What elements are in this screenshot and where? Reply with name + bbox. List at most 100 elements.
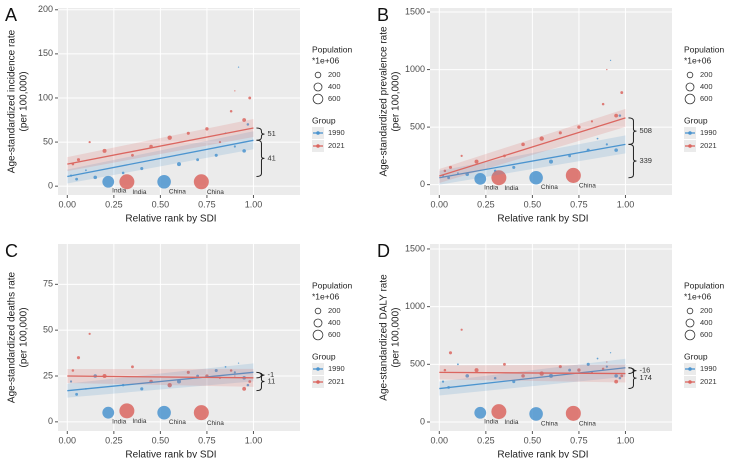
fit-line [439, 371, 626, 375]
legend-size-key [685, 318, 695, 328]
legend-size-key [314, 71, 322, 79]
confidence-band [67, 118, 254, 172]
data-point [609, 352, 612, 354]
data-point [237, 66, 240, 68]
confidence-band [439, 108, 626, 184]
legend-size-key [685, 82, 695, 92]
data-point [568, 154, 572, 158]
y-axis-title: Age-standardized DALY rate [379, 274, 390, 401]
legend-label: 600 [700, 94, 713, 103]
y-tick-label: 1000 [405, 64, 425, 74]
y-axis-title: Age-standardized prevalence rate [379, 26, 390, 177]
data-point [233, 371, 236, 374]
panel: D 0.00 0.25 0.50 0.75 1.00 0 500 1000 1500 Relativ… [377, 241, 724, 458]
data-point [186, 131, 190, 135]
data-point [167, 382, 172, 388]
y-tick-label: 500 [410, 121, 425, 131]
fit-line [67, 371, 254, 392]
x-tick-label: 0.50 [152, 199, 170, 209]
plot-background [430, 8, 672, 195]
data-point [102, 148, 107, 153]
data-point [177, 162, 181, 167]
legend-label: 2021 [700, 141, 717, 150]
legend-title: *1e+06 [684, 291, 711, 301]
confidence-band [67, 368, 254, 387]
data-point [447, 176, 451, 180]
y-tick-label: 1000 [405, 301, 425, 311]
panel: B 0.00 0.25 0.50 0.75 1.00 0 500 1000 1500 Relativ… [377, 5, 724, 225]
fit-line [67, 127, 254, 165]
x-tick-label: 1.00 [617, 199, 635, 209]
data-point [521, 142, 525, 147]
legend-label: 400 [700, 318, 713, 327]
legend-label: 200 [328, 306, 341, 315]
y-tick-label: 0 [420, 179, 425, 189]
x-tick-label: 0.75 [570, 199, 588, 209]
legend-size-key [314, 307, 322, 315]
data-point [605, 143, 608, 146]
y-tick-label: 150 [38, 48, 53, 58]
data-point [246, 383, 250, 387]
data-point [457, 363, 459, 366]
y-tick-label: 0 [48, 416, 53, 426]
data-point [85, 169, 87, 172]
data-point [539, 136, 544, 141]
data-point [606, 68, 608, 71]
point-label: China [579, 183, 596, 190]
y-tick-label: 25 [43, 370, 53, 380]
data-point [577, 125, 581, 129]
data-point [121, 171, 125, 175]
data-point [119, 403, 135, 419]
legend-size-key [312, 93, 324, 105]
data-point [448, 351, 453, 355]
legend-key [688, 144, 692, 148]
legend-label: 1990 [700, 364, 717, 373]
plot-background [58, 244, 300, 431]
data-point [605, 365, 608, 368]
data-point [246, 123, 250, 126]
data-point [565, 167, 581, 183]
confidence-band [439, 135, 626, 185]
data-point [614, 379, 619, 384]
data-point [465, 374, 470, 378]
point-label: India [112, 187, 126, 194]
data-point [186, 370, 190, 374]
data-point [205, 127, 209, 131]
data-point [248, 380, 252, 383]
data-point [460, 328, 463, 331]
legend-title: Group [312, 351, 336, 361]
y-axis-title: (per 100,000) [391, 71, 402, 131]
data-point [614, 113, 619, 118]
bracket-label: 508 [639, 126, 652, 135]
data-point [224, 365, 227, 368]
legend-size-key [312, 329, 324, 341]
data-point [193, 405, 209, 421]
point-label: China [169, 419, 186, 426]
point-label: India [132, 189, 146, 196]
data-point [234, 375, 236, 377]
legend-size-key [313, 318, 323, 328]
legend-key [316, 131, 320, 135]
legend-size-key [313, 82, 323, 92]
x-tick-label: 0.25 [105, 435, 123, 445]
point-label: China [169, 188, 186, 195]
point-label: India [504, 419, 518, 426]
data-point [88, 140, 91, 144]
data-point [568, 368, 572, 372]
data-point [76, 356, 81, 360]
legend-label: 1990 [328, 128, 345, 137]
legend-title: *1e+06 [312, 291, 339, 301]
y-axis-title: (per 100,000) [19, 71, 30, 131]
data-point [529, 407, 543, 421]
legend-label: 600 [328, 94, 341, 103]
x-tick-label: 0.75 [198, 435, 216, 445]
data-point [214, 153, 218, 157]
panel-letter: A [5, 5, 17, 25]
y-axis-title: Age-standardized deaths rate [7, 271, 18, 403]
data-point [474, 406, 487, 419]
data-point [491, 170, 507, 186]
x-tick-label: 0.75 [570, 435, 588, 445]
legend-size-key [684, 93, 696, 105]
data-point [620, 374, 624, 378]
point-label: China [207, 420, 224, 427]
